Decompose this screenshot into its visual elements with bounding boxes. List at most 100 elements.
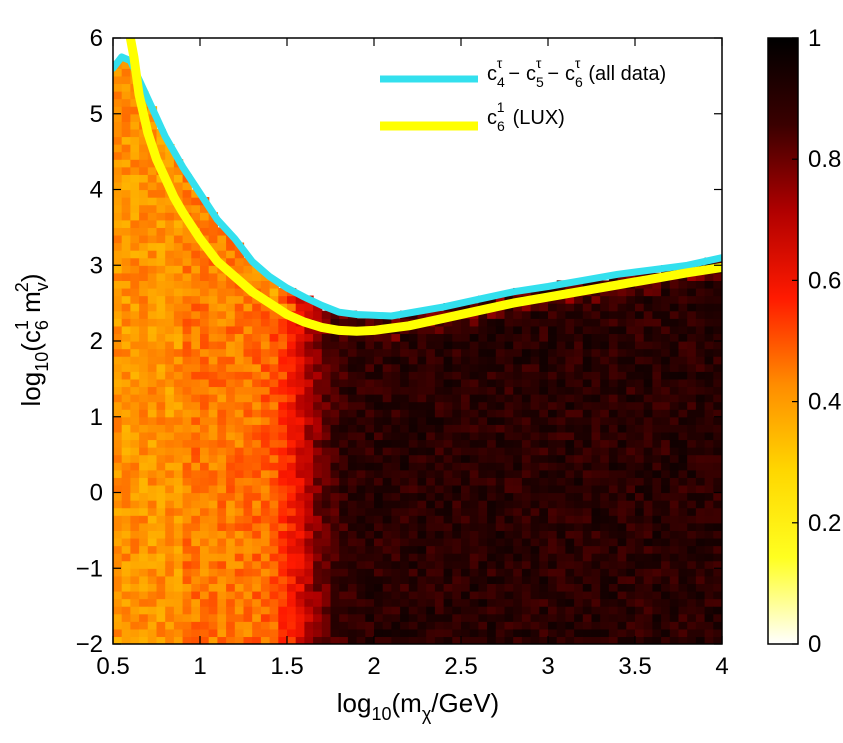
heatmap-cell [217, 522, 227, 531]
heatmap-cell [400, 500, 410, 509]
heatmap-cell [391, 500, 401, 509]
heatmap-cell [191, 303, 201, 312]
heatmap-cell [130, 537, 140, 547]
heatmap-cell [487, 401, 497, 410]
heatmap-cell [330, 333, 340, 342]
heatmap-cell [417, 545, 427, 554]
heatmap-cell [191, 280, 201, 289]
heatmap-cell [495, 522, 506, 531]
heatmap-cell [374, 469, 384, 478]
heatmap-cell [260, 500, 271, 509]
heatmap-cell [417, 553, 427, 562]
heatmap-cell [608, 598, 619, 607]
heatmap-cell [495, 363, 506, 372]
heatmap-cell [434, 484, 445, 494]
heatmap-cell [704, 356, 714, 365]
heatmap-cell [200, 303, 210, 312]
heatmap-cell [391, 515, 401, 524]
heatmap-cell [347, 500, 358, 509]
heatmap-cell [374, 515, 384, 524]
heatmap-cell [530, 606, 540, 615]
heatmap-cell [295, 530, 305, 539]
heatmap-cell [234, 250, 245, 259]
heatmap-cell [313, 356, 323, 365]
heatmap-cell [269, 416, 279, 425]
heatmap-cell [208, 356, 218, 365]
heatmap-cell [252, 598, 262, 607]
heatmap-cell [426, 447, 436, 456]
heatmap-cell [521, 469, 532, 478]
heatmap-cell [208, 522, 218, 531]
heatmap-cell [521, 500, 532, 509]
heatmap-cell [713, 515, 722, 524]
heatmap-cell [313, 454, 323, 463]
heatmap-cell [278, 469, 288, 478]
heatmap-cell [617, 469, 627, 478]
heatmap-cell [330, 621, 340, 630]
heatmap-cell [121, 606, 131, 615]
heatmap-cell [452, 613, 462, 622]
heatmap-cell [452, 363, 462, 372]
heatmap-cell [347, 568, 358, 577]
heatmap-cell [113, 189, 123, 198]
heatmap-cell [200, 257, 210, 266]
heatmap-cell [652, 431, 662, 441]
heatmap-cell [495, 590, 506, 600]
heatmap-cell [521, 606, 532, 615]
heatmap-cell [513, 583, 523, 592]
heatmap-cell [661, 515, 671, 524]
heatmap-cell [530, 537, 540, 547]
heatmap-cell [321, 454, 332, 463]
heatmap-cell [582, 386, 593, 395]
heatmap-cell [243, 371, 253, 380]
heatmap-cell [608, 295, 619, 304]
heatmap-cell [495, 310, 506, 319]
heatmap-cell [713, 378, 722, 388]
heatmap-cell [443, 424, 453, 433]
heatmap-cell [687, 287, 697, 297]
heatmap-cell [626, 431, 636, 441]
heatmap-cell [643, 333, 653, 342]
heatmap-cell [287, 469, 297, 478]
heatmap-cell [208, 265, 218, 274]
heatmap-cell [147, 174, 158, 183]
heatmap-cell [669, 500, 680, 509]
heatmap-cell [339, 606, 349, 615]
heatmap-cell [565, 439, 575, 448]
heatmap-cell [565, 545, 575, 554]
heatmap-cell [191, 363, 201, 372]
heatmap-cell [608, 530, 619, 539]
heatmap-cell [661, 628, 671, 638]
heatmap-cell [165, 409, 175, 418]
heatmap-cell [313, 378, 323, 388]
heatmap-cell [182, 348, 192, 357]
heatmap-cell [600, 447, 610, 456]
heatmap-cell [669, 568, 680, 577]
heatmap-cell [382, 416, 392, 425]
heatmap-cell [147, 424, 158, 433]
heatmap-cell [208, 530, 218, 539]
heatmap-cell [695, 378, 706, 388]
heatmap-cell [347, 636, 358, 644]
heatmap-cell [548, 356, 558, 365]
heatmap-cell [234, 424, 245, 433]
heatmap-cell [365, 621, 375, 630]
legend-label-all-data: c4τ − c5τ − c6τ (all data) [487, 55, 666, 90]
heatmap-cell [434, 394, 445, 403]
heatmap-cell [713, 386, 722, 395]
heatmap-cell [121, 60, 131, 69]
heatmap-cell [434, 447, 445, 456]
heatmap-cell [600, 303, 610, 312]
heatmap-cell [469, 363, 479, 372]
heatmap-cell [469, 598, 479, 607]
heatmap-cell [521, 583, 532, 592]
heatmap-cell [147, 287, 158, 297]
heatmap-cell [469, 409, 479, 418]
heatmap-cell [391, 401, 401, 410]
heatmap-cell [130, 363, 140, 372]
heatmap-cell [234, 492, 245, 501]
heatmap-cell [391, 394, 401, 403]
heatmap-cell [643, 416, 653, 425]
heatmap-cell [556, 598, 566, 607]
heatmap-cell [495, 545, 506, 554]
